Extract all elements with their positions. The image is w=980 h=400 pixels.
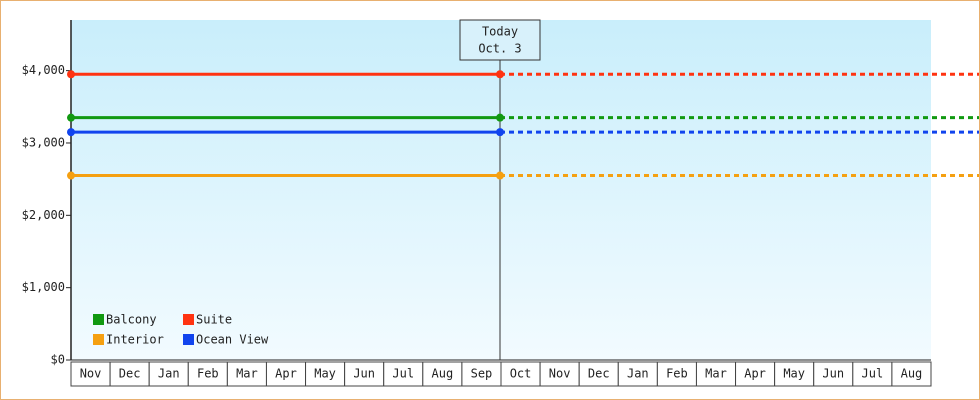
x-tick-label: Jan <box>627 367 649 381</box>
legend-swatch <box>93 314 104 325</box>
x-tick-box <box>578 361 619 387</box>
point <box>496 113 504 122</box>
x-tick-label: Jan <box>158 367 180 381</box>
x-tick-box <box>305 361 346 387</box>
x-tick-box <box>735 361 776 387</box>
point <box>67 70 75 79</box>
legend-swatch <box>183 314 194 325</box>
legend-label: Suite <box>196 313 232 327</box>
today-title: Today <box>482 25 518 39</box>
point <box>496 171 504 180</box>
x-tick-box <box>813 361 854 387</box>
x-tick-label: Nov <box>549 367 571 381</box>
x-tick-box <box>774 361 815 387</box>
x-tick-box <box>187 361 228 387</box>
x-tick-label: May <box>314 367 336 381</box>
legend-swatch <box>93 334 104 345</box>
x-tick-label: Apr <box>275 367 297 381</box>
x-tick-label: Jul <box>392 367 414 381</box>
x-tick-label: Jun <box>353 367 375 381</box>
x-tick-label: Dec <box>119 367 141 381</box>
x-tick-label: Feb <box>197 367 219 381</box>
x-tick-box <box>656 361 697 387</box>
x-tick-label: Mar <box>236 367 258 381</box>
x-tick-label: Aug <box>432 367 454 381</box>
point <box>67 128 75 137</box>
y-tick-label: $2,000 <box>22 208 65 222</box>
point <box>496 128 504 137</box>
x-tick-box <box>226 361 267 387</box>
x-tick-box <box>422 361 463 387</box>
x-tick-label: Aug <box>901 367 923 381</box>
point <box>67 171 75 180</box>
x-tick-box <box>344 361 385 387</box>
x-tick-label: Apr <box>744 367 766 381</box>
y-tick-label: $4,000 <box>22 63 65 77</box>
x-tick-label: Mar <box>705 367 727 381</box>
x-tick-label: Dec <box>588 367 610 381</box>
x-tick-box <box>891 361 932 387</box>
x-tick-label: Feb <box>666 367 688 381</box>
today-date: Oct. 3 <box>478 42 521 56</box>
x-tick-box <box>265 361 307 387</box>
point <box>67 113 75 122</box>
x-tick-label: Sep <box>471 367 493 381</box>
x-tick-label: Jun <box>822 367 844 381</box>
x-tick-box <box>383 361 424 387</box>
x-tick-box <box>695 361 737 387</box>
x-tick-label: Nov <box>80 367 102 381</box>
y-tick-label: $0 <box>51 353 65 367</box>
x-tick-label: May <box>783 367 805 381</box>
x-tick-label: Oct <box>510 367 532 381</box>
x-tick-box <box>70 361 111 387</box>
y-tick-label: $3,000 <box>22 135 65 149</box>
legend-label: Ocean View <box>196 333 269 347</box>
legend-label: Balcony <box>106 313 157 327</box>
y-tick-label: $1,000 <box>22 280 65 294</box>
x-tick-label: Jul <box>862 367 884 381</box>
x-tick-box <box>617 361 658 387</box>
legend-swatch <box>183 334 194 345</box>
x-tick-box <box>109 361 150 387</box>
point <box>496 70 504 79</box>
today-box <box>459 19 541 61</box>
legend-label: Interior <box>106 333 164 347</box>
x-tick-box <box>539 361 580 387</box>
x-tick-box <box>148 361 189 387</box>
